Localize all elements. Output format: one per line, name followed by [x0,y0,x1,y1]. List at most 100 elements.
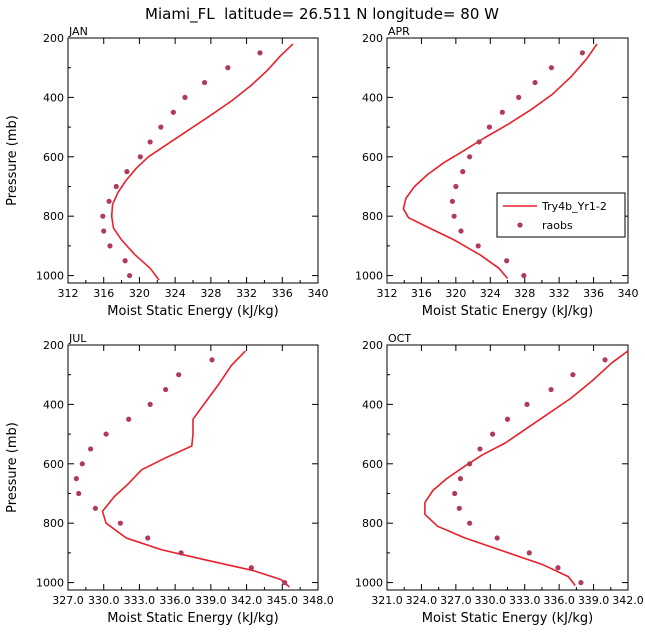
obs-point [548,386,554,393]
y-tick-label: 600 [43,151,64,164]
y-tick-label: 200 [362,339,383,352]
obs-point [127,272,133,279]
x-tick-label: 333.0 [124,594,156,607]
y-axis-label: Pressure (mb) [5,115,20,206]
y-tick-label: 800 [43,210,64,223]
obs-point [101,228,107,234]
y-tick-label: 600 [362,458,383,471]
y-tick-label: 200 [362,32,383,45]
x-axis-label: Moist Static Energy (kJ/kg) [422,304,593,319]
obs-point [76,490,82,497]
obs-point [516,94,522,100]
obs-point [107,243,113,249]
panels: JAN 312 316 320 324 328 332 336 340 200 400 600 800 1… [5,25,644,626]
series-line-model [110,43,294,281]
obs-point [209,357,215,363]
x-tick-label: 321.0 [371,594,403,607]
plot-frame [386,37,629,284]
obs-point [486,124,493,130]
obs-point [178,550,184,556]
obs-point [147,401,153,407]
obs-point [452,490,458,497]
obs-point [137,154,143,160]
y-tick-label: 600 [362,151,383,164]
x-tick-label: 312 [377,287,398,300]
obs-point [73,476,79,482]
x-tick-label: 324 [165,287,186,300]
x-tick-label: 332 [236,287,257,300]
obs-point [147,139,153,145]
obs-point [100,213,106,219]
panel-title: APR [388,25,410,38]
obs-point [526,550,532,556]
obs-point [457,476,464,482]
x-tick-label: 320 [445,287,466,300]
x-tick-label: 339.0 [195,594,227,607]
series-line-model [101,350,290,588]
panel-title: OCT [388,332,411,345]
x-tick-label: 330.0 [475,594,507,607]
obs-point [521,272,527,279]
obs-point [504,258,510,264]
obs-point [248,565,254,571]
x-tick-label: 342.0 [231,594,263,607]
obs-point [460,169,466,175]
x-tick-label: 336.0 [159,594,191,607]
obs-point [456,505,462,511]
y-tick-label: 1000 [36,270,64,283]
x-tick-label: 340 [618,287,639,300]
plot-area [73,350,290,588]
obs-point [570,372,576,378]
obs-point [467,520,473,526]
x-axis-label: Moist Static Energy (kJ/kg) [107,611,278,626]
obs-point [489,431,496,437]
plot-area [402,43,598,280]
obs-point [578,579,584,586]
obs-point [504,416,511,422]
obs-point [113,183,119,190]
obs-point [182,94,188,100]
obs-point [477,446,483,452]
plot-area [100,43,294,281]
obs-point [163,386,169,393]
x-axis-label: Moist Static Energy (kJ/kg) [107,304,278,319]
x-tick-label: 333.0 [509,594,541,607]
obs-point [257,50,263,56]
x-tick-label: 327.0 [52,594,84,607]
x-tick-label: 316 [411,287,432,300]
obs-point [88,446,94,452]
obs-point [117,520,123,526]
obs-point [532,79,538,86]
obs-point [494,535,500,541]
legend-box [496,192,626,238]
obs-point [170,109,176,115]
obs-point [524,401,530,407]
obs-point [579,50,585,56]
plot-frame [67,37,319,284]
legend-marker-obs [517,222,523,228]
x-tick-label: 327.0 [440,594,472,607]
x-tick-label: 312 [58,287,79,300]
y-tick-label: 1000 [355,270,383,283]
panel-jul: JUL 327.0 330.0 333.0 336.0 339.0 342.0 345.0 34… [5,332,334,626]
obs-point [548,65,554,71]
obs-point [158,124,164,130]
panel-title: JUL [68,332,87,345]
obs-point [449,198,456,204]
obs-point [467,154,473,160]
x-tick-label: 328 [200,287,221,300]
y-tick-label: 400 [43,91,64,104]
series-line-model [424,350,628,586]
obs-point [282,579,288,586]
x-tick-label: 342.0 [612,594,644,607]
x-tick-label: 316 [93,287,114,300]
y-tick-label: 400 [43,398,64,411]
y-axis-label: Pressure (mb) [5,422,20,513]
y-tick-label: 1000 [36,577,64,590]
x-tick-label: 336 [583,287,604,300]
obs-point [458,228,464,234]
y-tick-label: 800 [362,517,383,530]
legend-label-model: Try4b_Yr1-2 [541,200,607,213]
